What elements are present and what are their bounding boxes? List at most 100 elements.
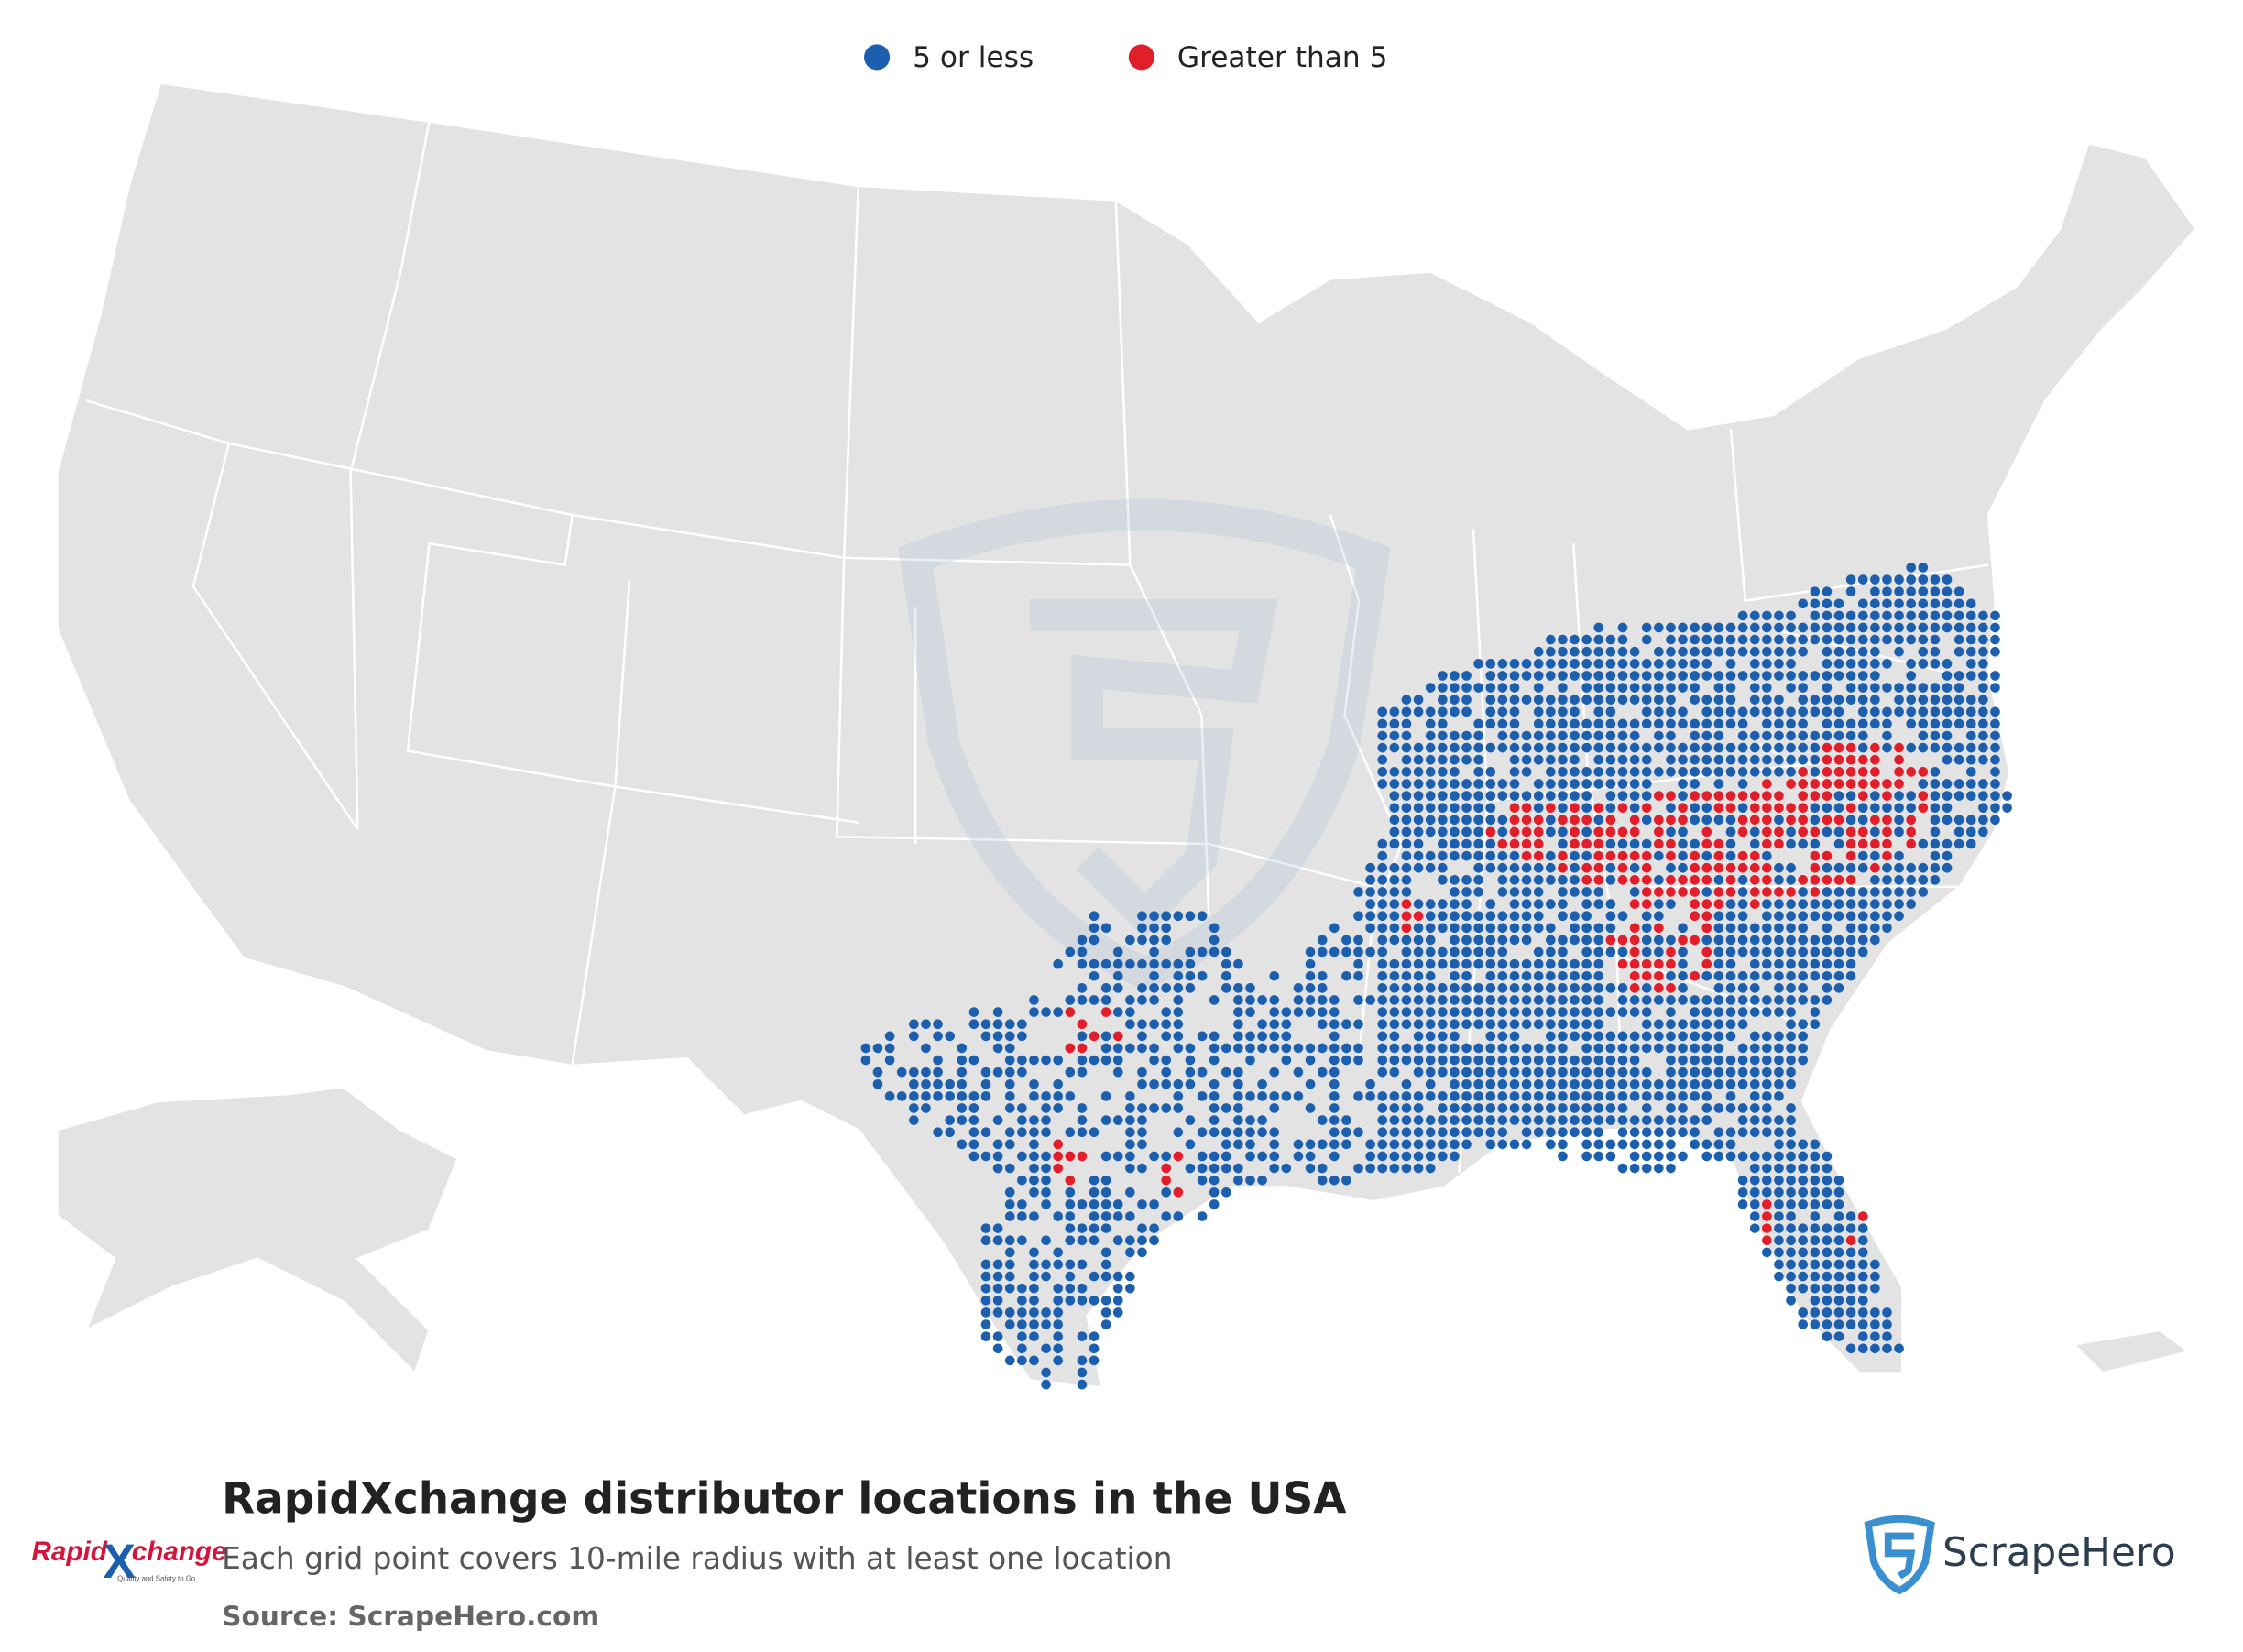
grid-point — [1953, 586, 1964, 596]
grid-point — [1617, 935, 1628, 946]
grid-point — [1581, 911, 1592, 921]
grid-point — [1112, 1307, 1123, 1318]
grid-point — [1305, 958, 1316, 969]
grid-point — [1978, 646, 1988, 657]
grid-point — [1654, 958, 1664, 969]
grid-point — [1053, 1355, 1063, 1366]
grid-point — [1678, 803, 1688, 813]
grid-point — [980, 1151, 991, 1162]
grid-point — [1641, 767, 1652, 777]
grid-point — [1017, 1307, 1027, 1318]
grid-point — [1774, 1091, 1784, 1101]
grid-point — [1317, 1067, 1328, 1078]
grid-point — [1485, 718, 1496, 729]
grid-point — [1377, 779, 1388, 789]
grid-point — [1701, 1067, 1712, 1078]
grid-point — [1942, 574, 1953, 585]
grid-point — [1762, 742, 1772, 753]
grid-point — [1570, 646, 1580, 657]
grid-point — [1089, 1295, 1100, 1306]
grid-point — [1749, 946, 1760, 957]
grid-point — [1666, 1139, 1676, 1150]
grid-point — [1786, 1139, 1796, 1150]
grid-point — [1822, 899, 1833, 909]
grid-point — [1737, 1103, 1748, 1113]
grid-point — [1833, 1319, 1844, 1329]
grid-point — [1546, 1078, 1556, 1089]
grid-point — [1786, 779, 1796, 789]
grid-point — [1305, 983, 1316, 993]
grid-point — [1461, 958, 1472, 969]
grid-point — [1149, 1019, 1159, 1030]
grid-point — [1942, 791, 1953, 801]
grid-point — [1581, 1043, 1592, 1054]
grid-point — [1845, 875, 1856, 885]
grid-point — [1100, 1223, 1111, 1233]
grid-point — [1930, 610, 1941, 621]
grid-point — [1017, 1211, 1027, 1221]
grid-point — [1822, 1307, 1833, 1318]
grid-point — [1473, 1055, 1483, 1066]
grid-point — [1245, 1151, 1255, 1162]
grid-point — [1558, 659, 1568, 669]
grid-point — [1220, 970, 1231, 981]
grid-point — [1161, 1019, 1172, 1030]
grid-point — [1125, 1271, 1135, 1282]
grid-point — [1593, 1019, 1604, 1030]
grid-point — [933, 1091, 943, 1101]
grid-point — [1774, 718, 1784, 729]
grid-point — [1473, 1103, 1483, 1113]
grid-point — [1701, 622, 1712, 633]
grid-point — [1930, 622, 1941, 633]
grid-point — [1437, 1067, 1448, 1078]
grid-point — [1413, 923, 1424, 934]
grid-point — [1450, 1151, 1460, 1162]
grid-point — [1857, 706, 1868, 717]
grid-point — [1053, 1055, 1063, 1066]
grid-point — [1774, 1115, 1784, 1125]
grid-point — [1593, 779, 1604, 789]
grid-point — [1173, 958, 1184, 969]
grid-point — [1678, 659, 1688, 669]
grid-point — [1690, 935, 1700, 946]
grid-point — [1870, 767, 1880, 777]
grid-point — [1774, 1055, 1784, 1066]
grid-point — [1822, 862, 1833, 873]
grid-point — [1461, 706, 1472, 717]
grid-point — [1389, 1163, 1400, 1174]
grid-point — [1065, 946, 1076, 957]
grid-point — [1353, 935, 1363, 946]
grid-point — [1450, 779, 1460, 789]
grid-point — [1401, 1091, 1412, 1101]
grid-point — [1906, 803, 1917, 813]
grid-point — [1029, 1115, 1039, 1125]
grid-point — [1125, 1091, 1135, 1101]
grid-point — [1089, 911, 1100, 921]
grid-point — [1906, 598, 1917, 609]
grid-point — [909, 1067, 919, 1078]
grid-point — [1161, 1055, 1172, 1066]
grid-point — [1425, 1115, 1436, 1125]
grid-point — [1546, 970, 1556, 981]
grid-point — [1581, 887, 1592, 897]
grid-point — [1546, 1031, 1556, 1042]
grid-point — [1029, 1307, 1039, 1318]
grid-point — [1833, 946, 1844, 957]
grid-point — [1690, 791, 1700, 801]
grid-point — [1737, 815, 1748, 826]
grid-point — [1425, 1151, 1436, 1162]
grid-point — [1930, 718, 1941, 729]
grid-point — [1509, 970, 1520, 981]
grid-point — [1845, 742, 1856, 753]
grid-point — [1233, 1031, 1243, 1042]
grid-point — [1485, 970, 1496, 981]
grid-point — [1401, 862, 1412, 873]
grid-point — [1690, 815, 1700, 826]
grid-point — [1713, 742, 1724, 753]
grid-point — [1558, 634, 1568, 645]
grid-point — [1629, 718, 1640, 729]
grid-point — [1581, 1151, 1592, 1162]
grid-point — [1798, 1151, 1808, 1162]
grid-point — [1461, 742, 1472, 753]
grid-point — [1389, 935, 1400, 946]
